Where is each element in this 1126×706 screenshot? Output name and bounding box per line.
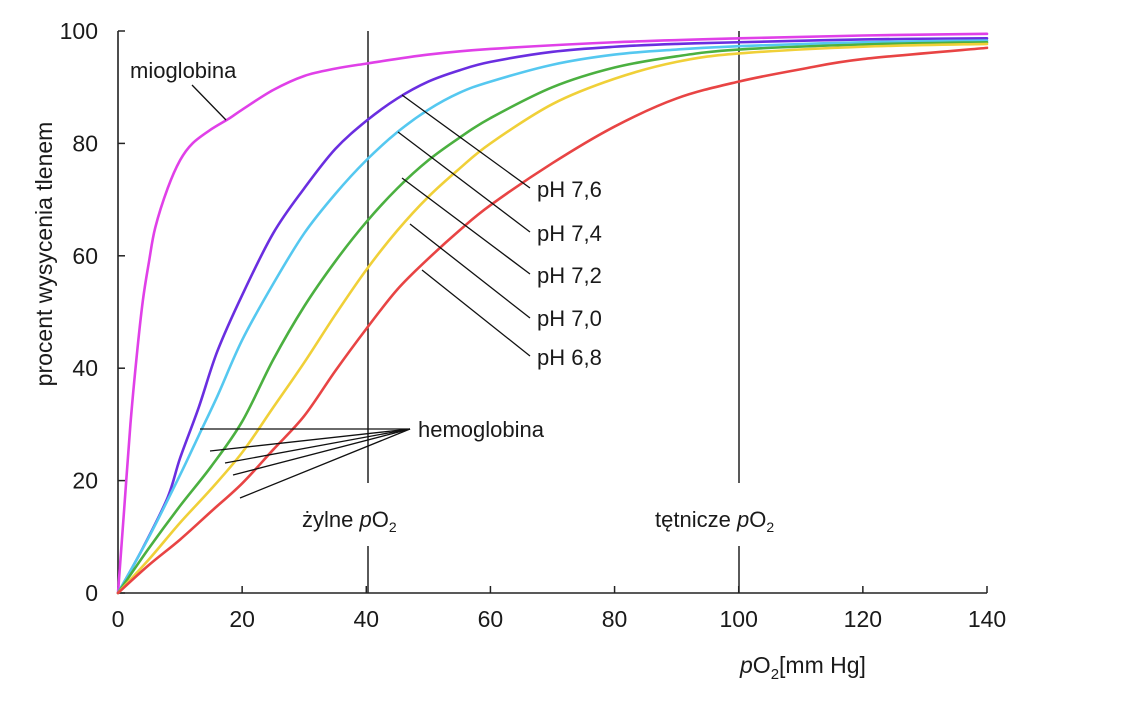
- hemoglobin-leader-4: [232, 428, 411, 476]
- y-tick-label: 40: [72, 355, 98, 381]
- myoglobin-leader: [191, 84, 227, 121]
- series-line-mioglobina: [116, 32, 989, 595]
- ph-leader-7-2: [401, 177, 531, 275]
- x-ticks: 0 20 40 60 80 100 120 140: [112, 586, 1006, 632]
- ph-leader-7-6: [401, 94, 531, 189]
- hemoglobin-leader-3: [224, 428, 411, 464]
- axes: [117, 31, 987, 594]
- x-tick-label: 140: [968, 606, 1006, 632]
- series-line-ph-7-6: [116, 37, 989, 595]
- x-tick-label: 100: [720, 606, 758, 632]
- ph-leader-7-4: [397, 131, 531, 233]
- x-tick-label: 20: [229, 606, 255, 632]
- series-line-ph-7-2: [116, 40, 989, 595]
- arterial-label-sub: 2: [766, 519, 774, 535]
- reference-line-arterial: tętnicze pO2: [655, 31, 774, 593]
- x-axis-title-suffix: [mm Hg]: [779, 652, 866, 678]
- ph-leader-7-0: [409, 223, 531, 319]
- ph-leader-6-8: [421, 269, 531, 357]
- ph-label-7-6: pH 7,6: [537, 177, 602, 202]
- x-tick-label: 60: [478, 606, 504, 632]
- y-axis-title: procent wysycenia tlenem: [31, 122, 57, 387]
- x-axis-title-main: O: [753, 652, 771, 678]
- ph-label-7-4: pH 7,4: [537, 221, 602, 246]
- x-axis-title-italic: p: [739, 652, 753, 678]
- y-tick-label: 20: [72, 468, 98, 494]
- ph-annotations: pH 7,6 pH 7,4 pH 7,2 pH 7,0 pH 6,8: [397, 94, 602, 370]
- ph-label-7-2: pH 7,2: [537, 263, 602, 288]
- hemoglobin-leader-2: [209, 428, 411, 452]
- venous-label-main: O: [372, 507, 389, 532]
- series-line-ph-7-4: [116, 39, 989, 595]
- x-tick-label: 80: [602, 606, 628, 632]
- y-tick-label: 100: [60, 18, 98, 44]
- venous-label: żylne pO2: [302, 507, 397, 535]
- arterial-label-plain: tętnicze: [655, 507, 737, 532]
- x-tick-label: 0: [112, 606, 125, 632]
- x-tick-label: 40: [353, 606, 379, 632]
- series-line-ph-7-0: [116, 42, 989, 595]
- y-ticks: 0 20 40 60 80 100: [60, 18, 125, 606]
- reference-line-venous: żylne pO2: [302, 31, 397, 593]
- x-axis-title: pO2[mm Hg]: [739, 652, 866, 683]
- myoglobin-annotation: mioglobina: [130, 58, 237, 121]
- venous-label-italic: p: [358, 507, 371, 532]
- arterial-label: tętnicze pO2: [655, 507, 774, 535]
- ph-label-7-0: pH 7,0: [537, 306, 602, 331]
- myoglobin-label: mioglobina: [130, 58, 237, 83]
- series-line-ph-6-8: [116, 46, 989, 595]
- venous-label-plain: żylne: [302, 507, 359, 532]
- y-tick-label: 80: [72, 130, 98, 156]
- hemoglobin-label: hemoglobina: [418, 417, 545, 442]
- series-layer: [116, 32, 989, 595]
- hemoglobin-annotation: hemoglobina: [200, 417, 545, 499]
- venous-label-sub: 2: [389, 519, 397, 535]
- y-tick-label: 0: [85, 580, 98, 606]
- x-axis-title-sub: 2: [771, 666, 779, 683]
- ph-label-6-8: pH 6,8: [537, 345, 602, 370]
- arterial-label-italic: p: [736, 507, 749, 532]
- hemoglobin-leader-5: [239, 428, 411, 499]
- arterial-label-main: O: [749, 507, 766, 532]
- y-tick-label: 60: [72, 243, 98, 269]
- x-tick-label: 120: [844, 606, 882, 632]
